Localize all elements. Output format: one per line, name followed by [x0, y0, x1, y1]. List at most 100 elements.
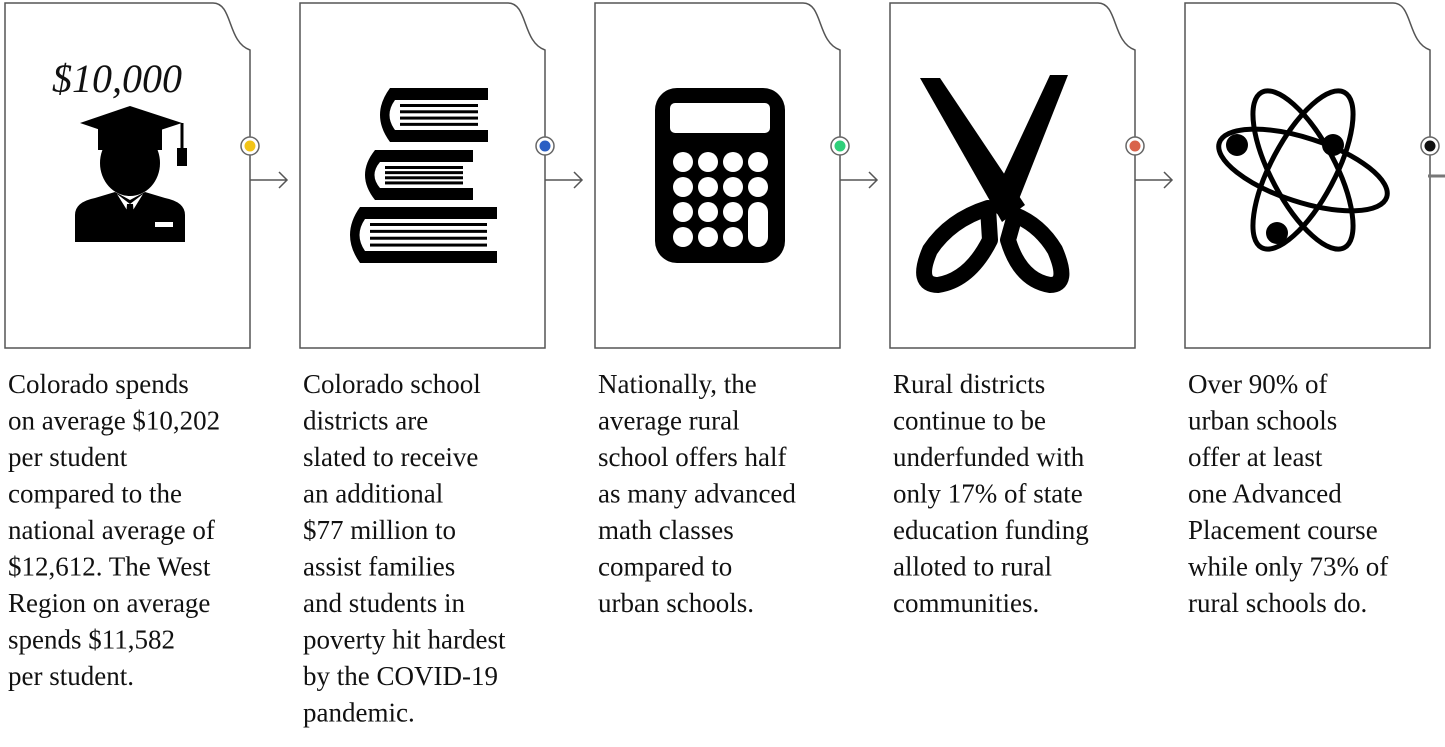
card-text-line: poverty hit hardest: [303, 625, 506, 655]
calc-key: [723, 177, 743, 197]
card-text-line: per student: [8, 442, 128, 472]
calc-key: [673, 177, 693, 197]
dot: [539, 140, 551, 152]
card-text-line: Region on average: [8, 588, 210, 618]
card-label: $10,000: [52, 56, 182, 101]
calc-key: [723, 152, 743, 172]
calc-key: [748, 177, 768, 197]
card-text-line: average rural: [598, 406, 740, 436]
dot: [244, 140, 256, 152]
calc-key: [698, 177, 718, 197]
card-text-line: per student.: [8, 661, 134, 691]
calc-key: [673, 227, 693, 247]
calc-screen: [670, 103, 770, 133]
card-text-line: Rural districts: [893, 369, 1045, 399]
dot: [834, 140, 846, 152]
card-text-line: rural schools do.: [1188, 588, 1367, 618]
calc-key: [748, 152, 768, 172]
card-text-line: Colorado school: [303, 369, 481, 399]
page-line: [385, 176, 463, 180]
card-text-line: education funding: [893, 515, 1089, 545]
book: [350, 207, 497, 263]
page-line: [400, 116, 478, 120]
page-line: [370, 236, 487, 240]
arrow: [1135, 171, 1174, 189]
card-text-line: on average $10,202: [8, 406, 220, 436]
card-text-line: communities.: [893, 588, 1039, 618]
card-text-line: underfunded with: [893, 442, 1085, 472]
card-text-line: Over 90% of: [1188, 369, 1327, 399]
calc-key: [698, 152, 718, 172]
arrow: [840, 171, 879, 189]
card-text-line: Colorado spends: [8, 369, 189, 399]
tie: [125, 204, 135, 236]
card-text-line: school offers half: [598, 442, 786, 472]
card-text-line: national average of: [8, 515, 215, 545]
page-line: [370, 243, 487, 247]
badge: [155, 222, 173, 227]
card: Nationally, the average rural school offer…: [594, 2, 879, 618]
card-frame: [1184, 2, 1431, 349]
blade: [988, 75, 1068, 222]
page-line: [400, 122, 478, 126]
electron: [1226, 134, 1248, 156]
card-text-line: pandemic.: [303, 698, 415, 728]
calc-key: [673, 152, 693, 172]
card-text-line: compared to: [598, 552, 732, 582]
card: Over 90% of urban schools offer at least on…: [1184, 2, 1445, 618]
calc-key-tall: [748, 202, 768, 247]
card-text-line: compared to the: [8, 479, 182, 509]
page-line: [370, 223, 487, 226]
handle: [1000, 207, 1070, 293]
page-line: [385, 171, 463, 175]
card-frame: [299, 2, 546, 349]
card-text-line: districts are: [303, 406, 428, 436]
page-line: [400, 110, 478, 114]
card: Colorado school districts are slated to re…: [299, 2, 584, 728]
card-text-line: only 17% of state: [893, 479, 1083, 509]
dot: [1424, 140, 1436, 152]
calc-key: [698, 227, 718, 247]
orbit: [1250, 88, 1356, 252]
page-line: [385, 181, 463, 185]
calc-key: [723, 227, 743, 247]
card-text-line: urban schools: [1188, 406, 1337, 436]
book: [380, 88, 488, 142]
page-line: [385, 166, 463, 169]
card-text-line: Placement course: [1188, 515, 1378, 545]
card-text-line: as many advanced: [598, 479, 796, 509]
book: [365, 150, 473, 200]
card-text-line: by the COVID-19: [303, 661, 498, 691]
page-line: [370, 229, 487, 233]
handle: [916, 200, 998, 293]
tassel-end: [177, 148, 187, 166]
card: $10,000 Colorado spends on average $10,202…: [4, 2, 289, 691]
arrow: [545, 171, 584, 189]
card-text-line: urban schools.: [598, 588, 754, 618]
card: Rural districts continue to be underfunded…: [889, 2, 1174, 618]
arrow: [250, 171, 289, 189]
card-text-line: an additional: [303, 479, 443, 509]
card-text-line: offer at least: [1188, 442, 1323, 472]
card-text-line: assist families: [303, 552, 455, 582]
electron: [1322, 134, 1344, 156]
card-text-line: alloted to rural: [893, 552, 1052, 582]
card-text-line: math classes: [598, 515, 734, 545]
calc-key: [673, 202, 693, 222]
card-text-line: Nationally, the: [598, 369, 757, 399]
page-line: [400, 104, 478, 107]
card-text-line: $77 million to: [303, 515, 456, 545]
electron: [1266, 222, 1288, 244]
card-text-line: while only 73% of: [1188, 552, 1388, 582]
card-text-line: $12,612. The West: [8, 552, 211, 582]
head: [100, 130, 160, 196]
orbit: [1216, 126, 1390, 214]
calc-key: [723, 202, 743, 222]
card-text-line: continue to be: [893, 406, 1046, 436]
card-text-line: slated to receive: [303, 442, 478, 472]
calc-key: [698, 202, 718, 222]
dot: [1129, 140, 1141, 152]
card-text-line: and students in: [303, 588, 465, 618]
